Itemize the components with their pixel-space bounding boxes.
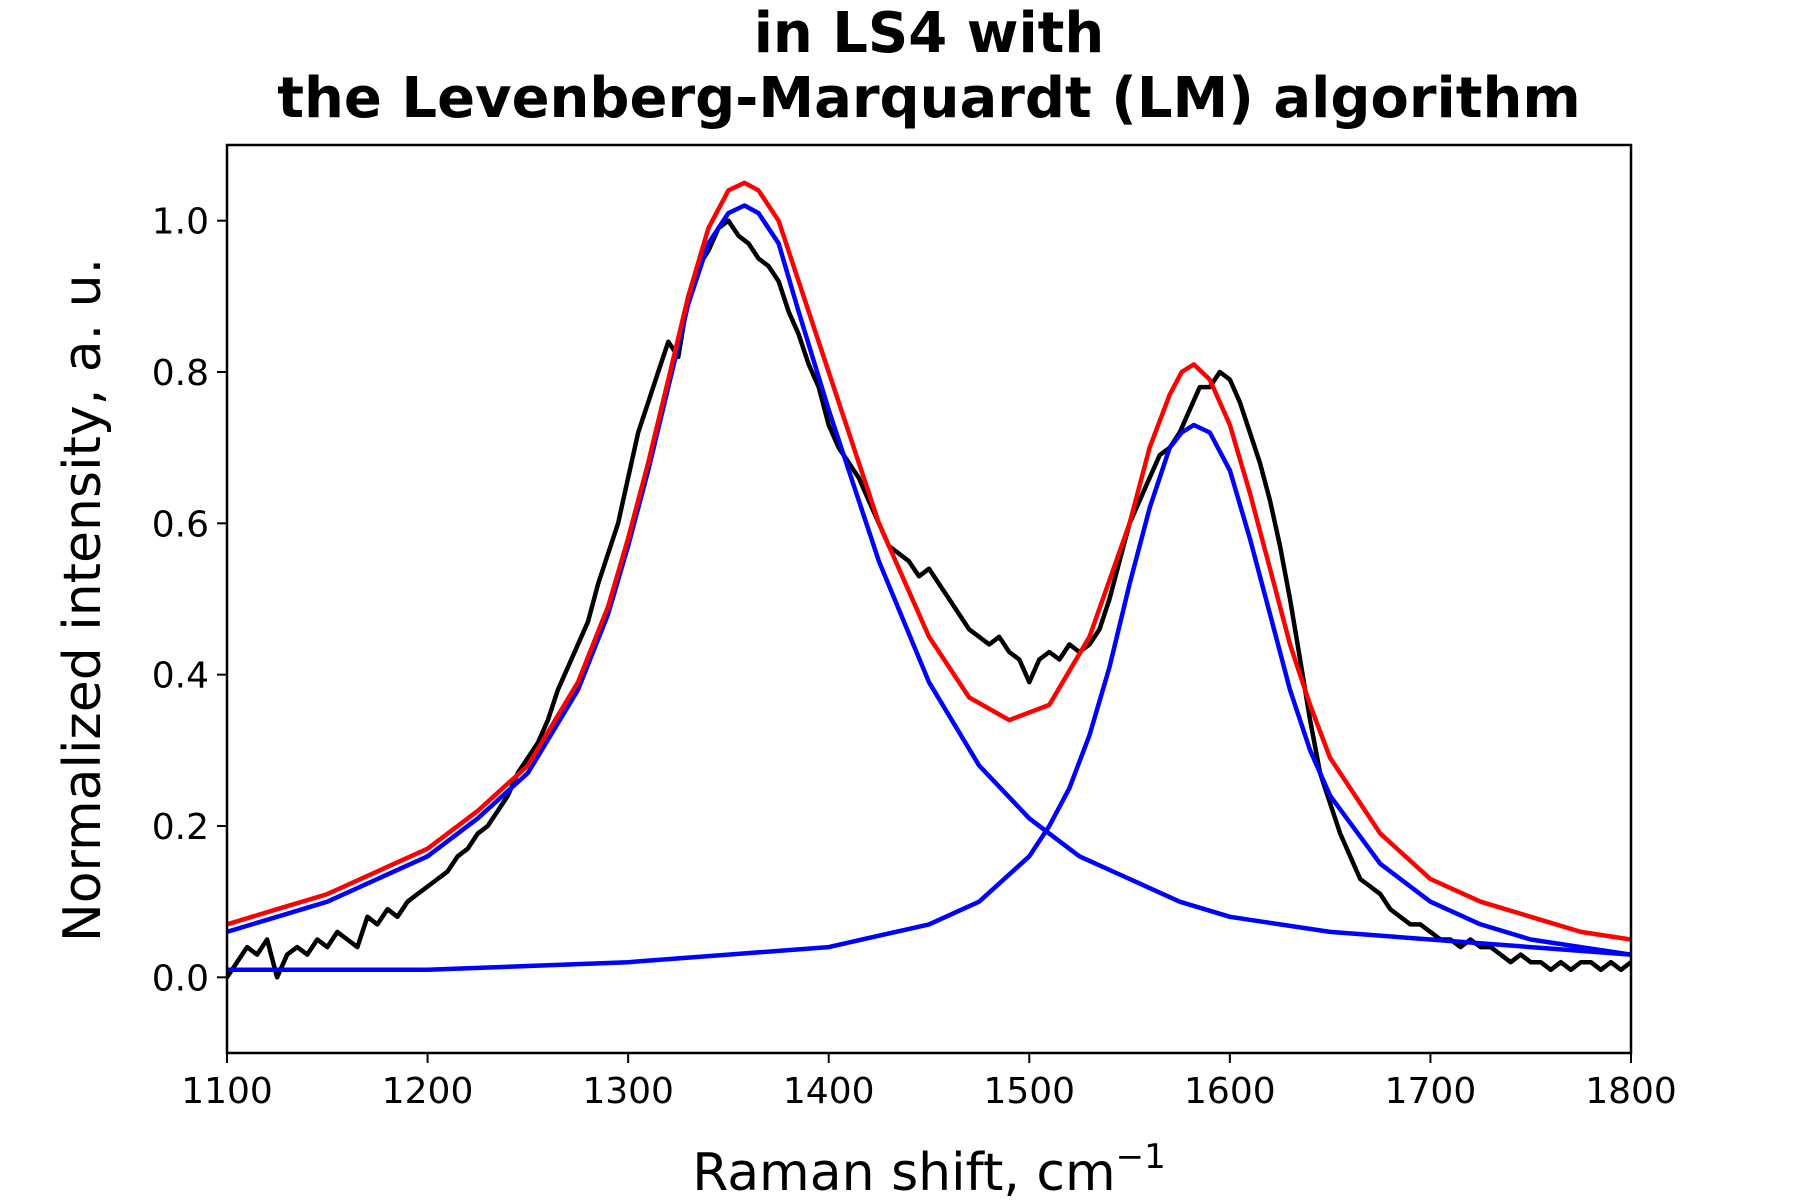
y-tick-label: 0.6 [152, 504, 209, 545]
y-tick-label: 0.0 [152, 958, 209, 999]
x-tick-label: 1100 [181, 1071, 273, 1112]
y-tick-label: 1.0 [152, 202, 209, 243]
fit-component-g-line [227, 422, 1631, 973]
y-tick-label: 0.4 [152, 656, 209, 697]
plot-frame [225, 143, 1633, 1055]
x-axis-label-superscript: −1 [1116, 1137, 1166, 1177]
x-tick-label: 1700 [1385, 1071, 1477, 1112]
chart-title-line-2: the Levenberg-Marquardt (LM) algorithm [277, 66, 1580, 131]
x-tick-label: 1200 [382, 1071, 474, 1112]
x-axis-label: Raman shift, cm−1 [692, 1137, 1166, 1200]
series-layer [227, 180, 1631, 980]
x-tick-label: 1600 [1184, 1071, 1276, 1112]
x-tick-label: 1300 [582, 1071, 674, 1112]
y-axis-ticks: 0.0 0.2 0.4 0.6 0.8 1.0 [152, 202, 227, 999]
y-axis-label: Normalized intensity, a. u. [53, 258, 113, 942]
x-tick-label: 1500 [983, 1071, 1075, 1112]
fit-sum-line [227, 180, 1631, 942]
y-tick-label: 0.2 [152, 807, 209, 848]
y-tick-label: 0.8 [152, 353, 209, 394]
x-axis-ticks: 1100 1200 1300 1400 1500 1600 1700 1800 [181, 1053, 1677, 1112]
x-tick-label: 1800 [1585, 1071, 1677, 1112]
spectrum-line [227, 218, 1631, 980]
x-axis-label-text: Raman shift, cm [692, 1143, 1115, 1200]
x-tick-label: 1400 [783, 1071, 875, 1112]
chart-title-line-1: in LS4 with [754, 1, 1105, 66]
fit-component-d-line [227, 203, 1631, 957]
